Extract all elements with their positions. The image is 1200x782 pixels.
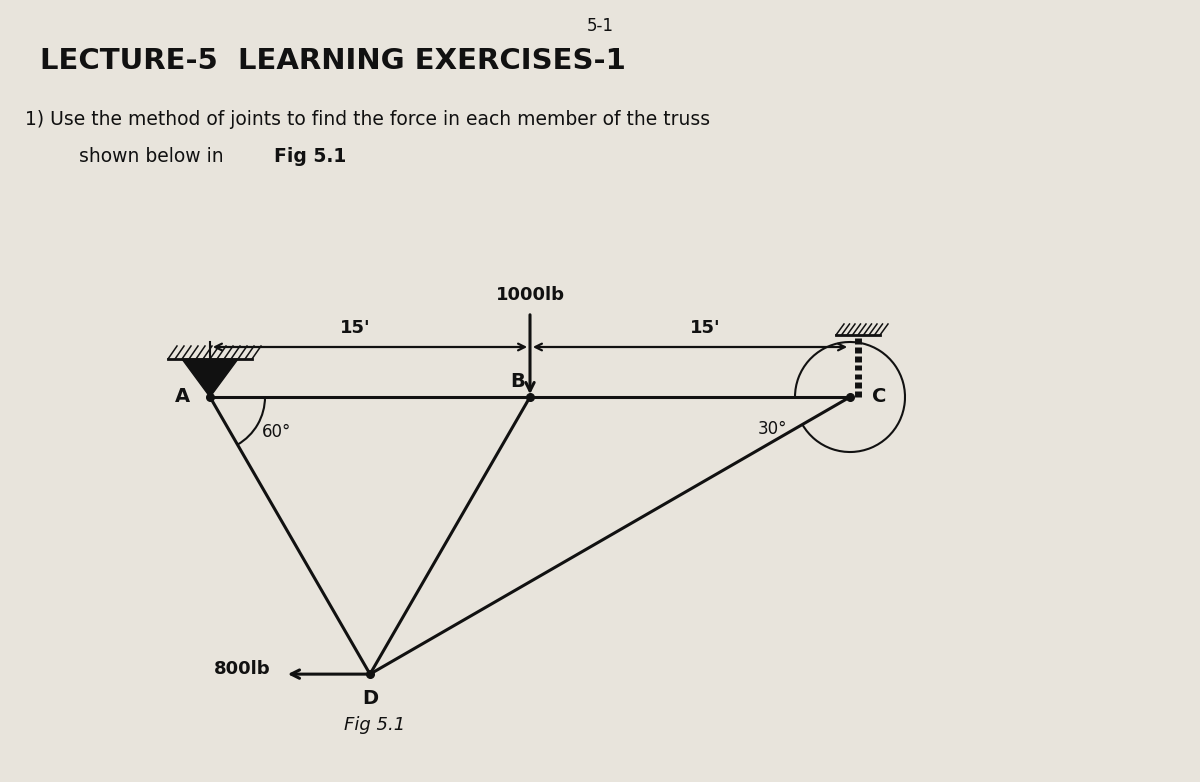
Text: 60°: 60° [262, 423, 292, 441]
Polygon shape [182, 359, 238, 397]
Text: 15': 15' [340, 319, 371, 337]
Text: D: D [362, 689, 378, 708]
Text: LECTURE-5  LEARNING EXERCISES-1: LECTURE-5 LEARNING EXERCISES-1 [40, 47, 626, 75]
Text: B: B [510, 372, 526, 391]
Text: shown below in: shown below in [55, 147, 229, 166]
Text: 5-1: 5-1 [587, 17, 613, 35]
Text: C: C [872, 388, 887, 407]
Text: Fig 5.1: Fig 5.1 [274, 147, 346, 166]
Text: A: A [175, 388, 190, 407]
Text: 800lb: 800lb [214, 660, 270, 678]
Text: 30°: 30° [758, 420, 787, 438]
Text: Fig 5.1: Fig 5.1 [344, 716, 406, 734]
Text: 1000lb: 1000lb [496, 286, 564, 304]
Text: 15': 15' [690, 319, 720, 337]
Text: 1) Use the method of joints to find the force in each member of the truss: 1) Use the method of joints to find the … [25, 110, 710, 129]
